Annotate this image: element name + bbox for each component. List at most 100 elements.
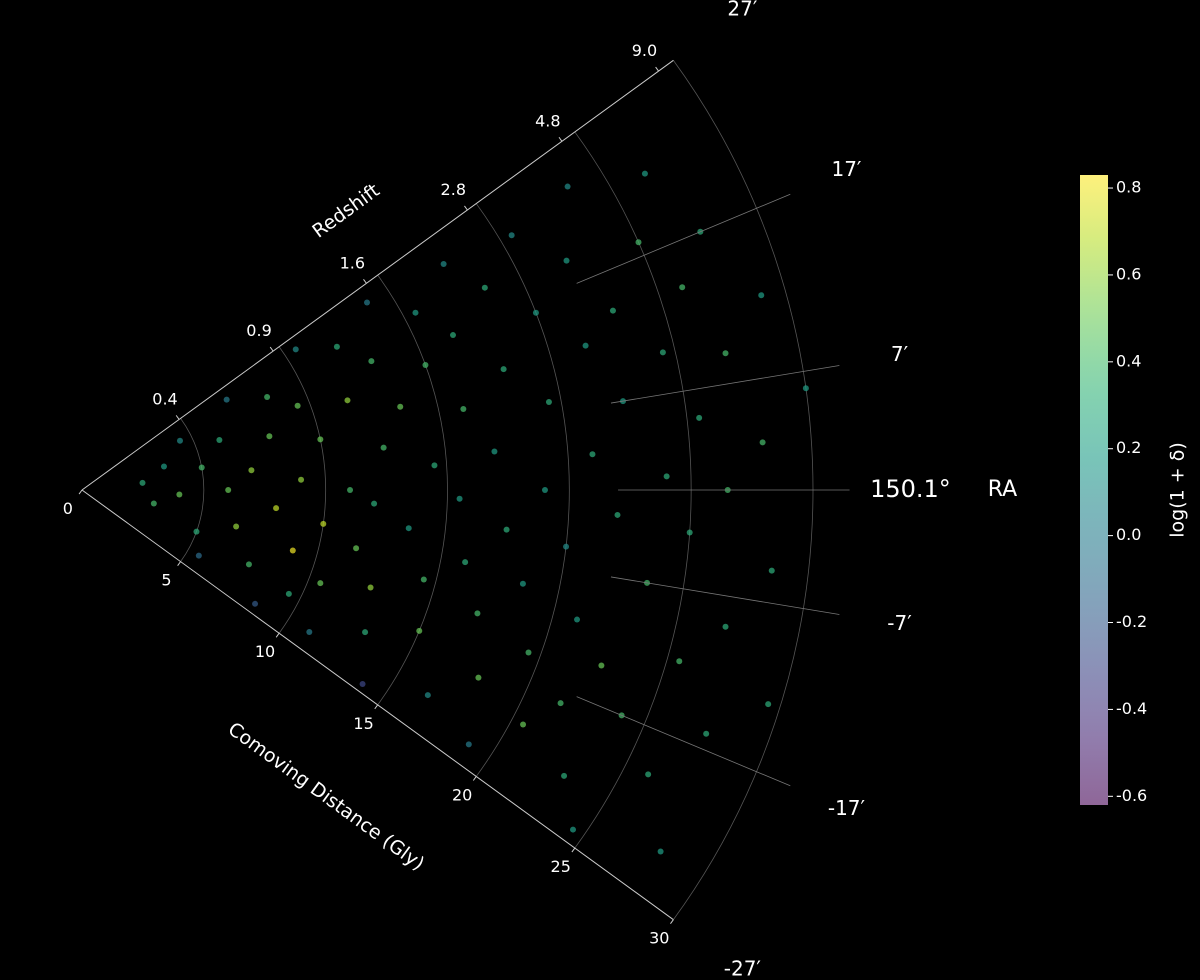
galaxy-point [264,394,271,401]
theta-tick-label: 150.1° [870,475,951,503]
wedge-edge [81,59,674,491]
galaxy-point [333,343,340,350]
galaxy-point [475,674,482,681]
theta-tick-label: 7′ [891,342,909,366]
redshift-tick-label: 0.4 [152,390,177,409]
galaxy-point [285,590,292,597]
galaxy-point [193,528,200,535]
redshift-tick [464,205,468,211]
galaxy-point [561,772,568,779]
galaxy-point [609,307,616,314]
colorbar-tick-label: -0.6 [1116,786,1147,805]
theta-tick-label: -7′ [887,611,912,635]
galaxy-point [294,402,301,409]
redshift-tick-label: 1.6 [340,253,365,272]
r-tick [571,847,576,853]
galaxy-point [503,526,510,533]
galaxy-point [520,721,527,728]
theta-tick-label: 17′ [831,157,861,181]
theta-tick-label: 27′ [727,0,757,21]
galaxy-point [233,523,240,530]
r-tick-label: 0 [63,499,73,518]
galaxy-point [160,463,167,470]
galaxy-point [474,610,481,617]
galaxy-point [344,397,351,404]
galaxy-point [768,567,775,574]
redshift-tick [558,136,563,142]
redshift-tick-label: 0.9 [246,321,271,340]
galaxy-point [440,261,447,268]
galaxy-point [405,525,412,532]
galaxy-point [508,232,515,239]
galaxy-point [139,479,146,486]
galaxy-point [353,545,360,552]
galaxy-point [570,826,577,833]
galaxy-point [722,350,729,357]
galaxy-point [431,462,438,469]
galaxy-point [245,561,252,568]
galaxy-point [519,580,526,587]
galaxy-point [659,349,666,356]
galaxy-point [564,183,571,190]
galaxy-point [198,464,205,471]
colorbar-tick-label: 0.0 [1116,525,1141,544]
galaxy-point [320,520,327,527]
galaxy-point [598,662,605,669]
r-tick-label: 15 [353,714,373,733]
redshift-tick [655,66,659,72]
galaxy-point [802,385,809,392]
galaxy-point [481,284,488,291]
colorbar-tick-label: 0.4 [1116,351,1141,370]
galaxy-point [641,170,648,177]
galaxy-point [422,361,429,368]
galaxy-point [563,543,570,550]
colorbar-tick-label: 0.6 [1116,264,1141,283]
galaxy-point [368,358,375,365]
galaxy-point [317,580,324,587]
redshift-tick [363,279,367,284]
galaxy-point [759,439,766,446]
theta-tick [576,193,791,284]
galaxy-point [462,559,469,566]
galaxy-point [317,436,324,443]
galaxy-point [545,399,552,406]
r-tick-label: 30 [649,929,669,948]
galaxy-point [696,414,703,421]
galaxy-point [195,552,202,559]
galaxy-point [412,309,419,316]
galaxy-point [252,600,259,607]
grid-arc [377,274,448,706]
galaxy-point [582,342,589,349]
galaxy-point [380,444,387,451]
theta-axis-label: RA [988,477,1017,502]
galaxy-point [765,701,772,708]
grid-arc [475,203,570,777]
r-tick [177,561,181,566]
theta-tick [576,696,791,787]
galaxy-point [150,500,157,507]
galaxy-point [574,616,581,623]
colorbar [1080,175,1108,805]
r-tick [275,632,280,638]
galaxy-point [449,332,456,339]
colorbar-tick-label: 0.2 [1116,438,1141,457]
r-axis-label: Comoving Distance (Gly) [224,718,429,875]
galaxy-point [347,487,354,493]
r-tick-label: 10 [255,642,275,661]
galaxy-point [420,576,427,583]
galaxy-point [703,730,710,737]
r-tick-label: 25 [551,857,571,876]
galaxy-point [273,505,280,512]
theta-tick [610,365,840,404]
r-tick [374,704,379,710]
galaxy-point [176,491,183,498]
redshift-tick-label: 2.8 [441,180,466,199]
galaxy-point [635,239,642,246]
galaxy-point [525,649,532,656]
galaxy-point [679,284,686,291]
galaxy-point [657,848,664,855]
galaxy-point [289,547,296,554]
galaxy-point [663,473,670,480]
